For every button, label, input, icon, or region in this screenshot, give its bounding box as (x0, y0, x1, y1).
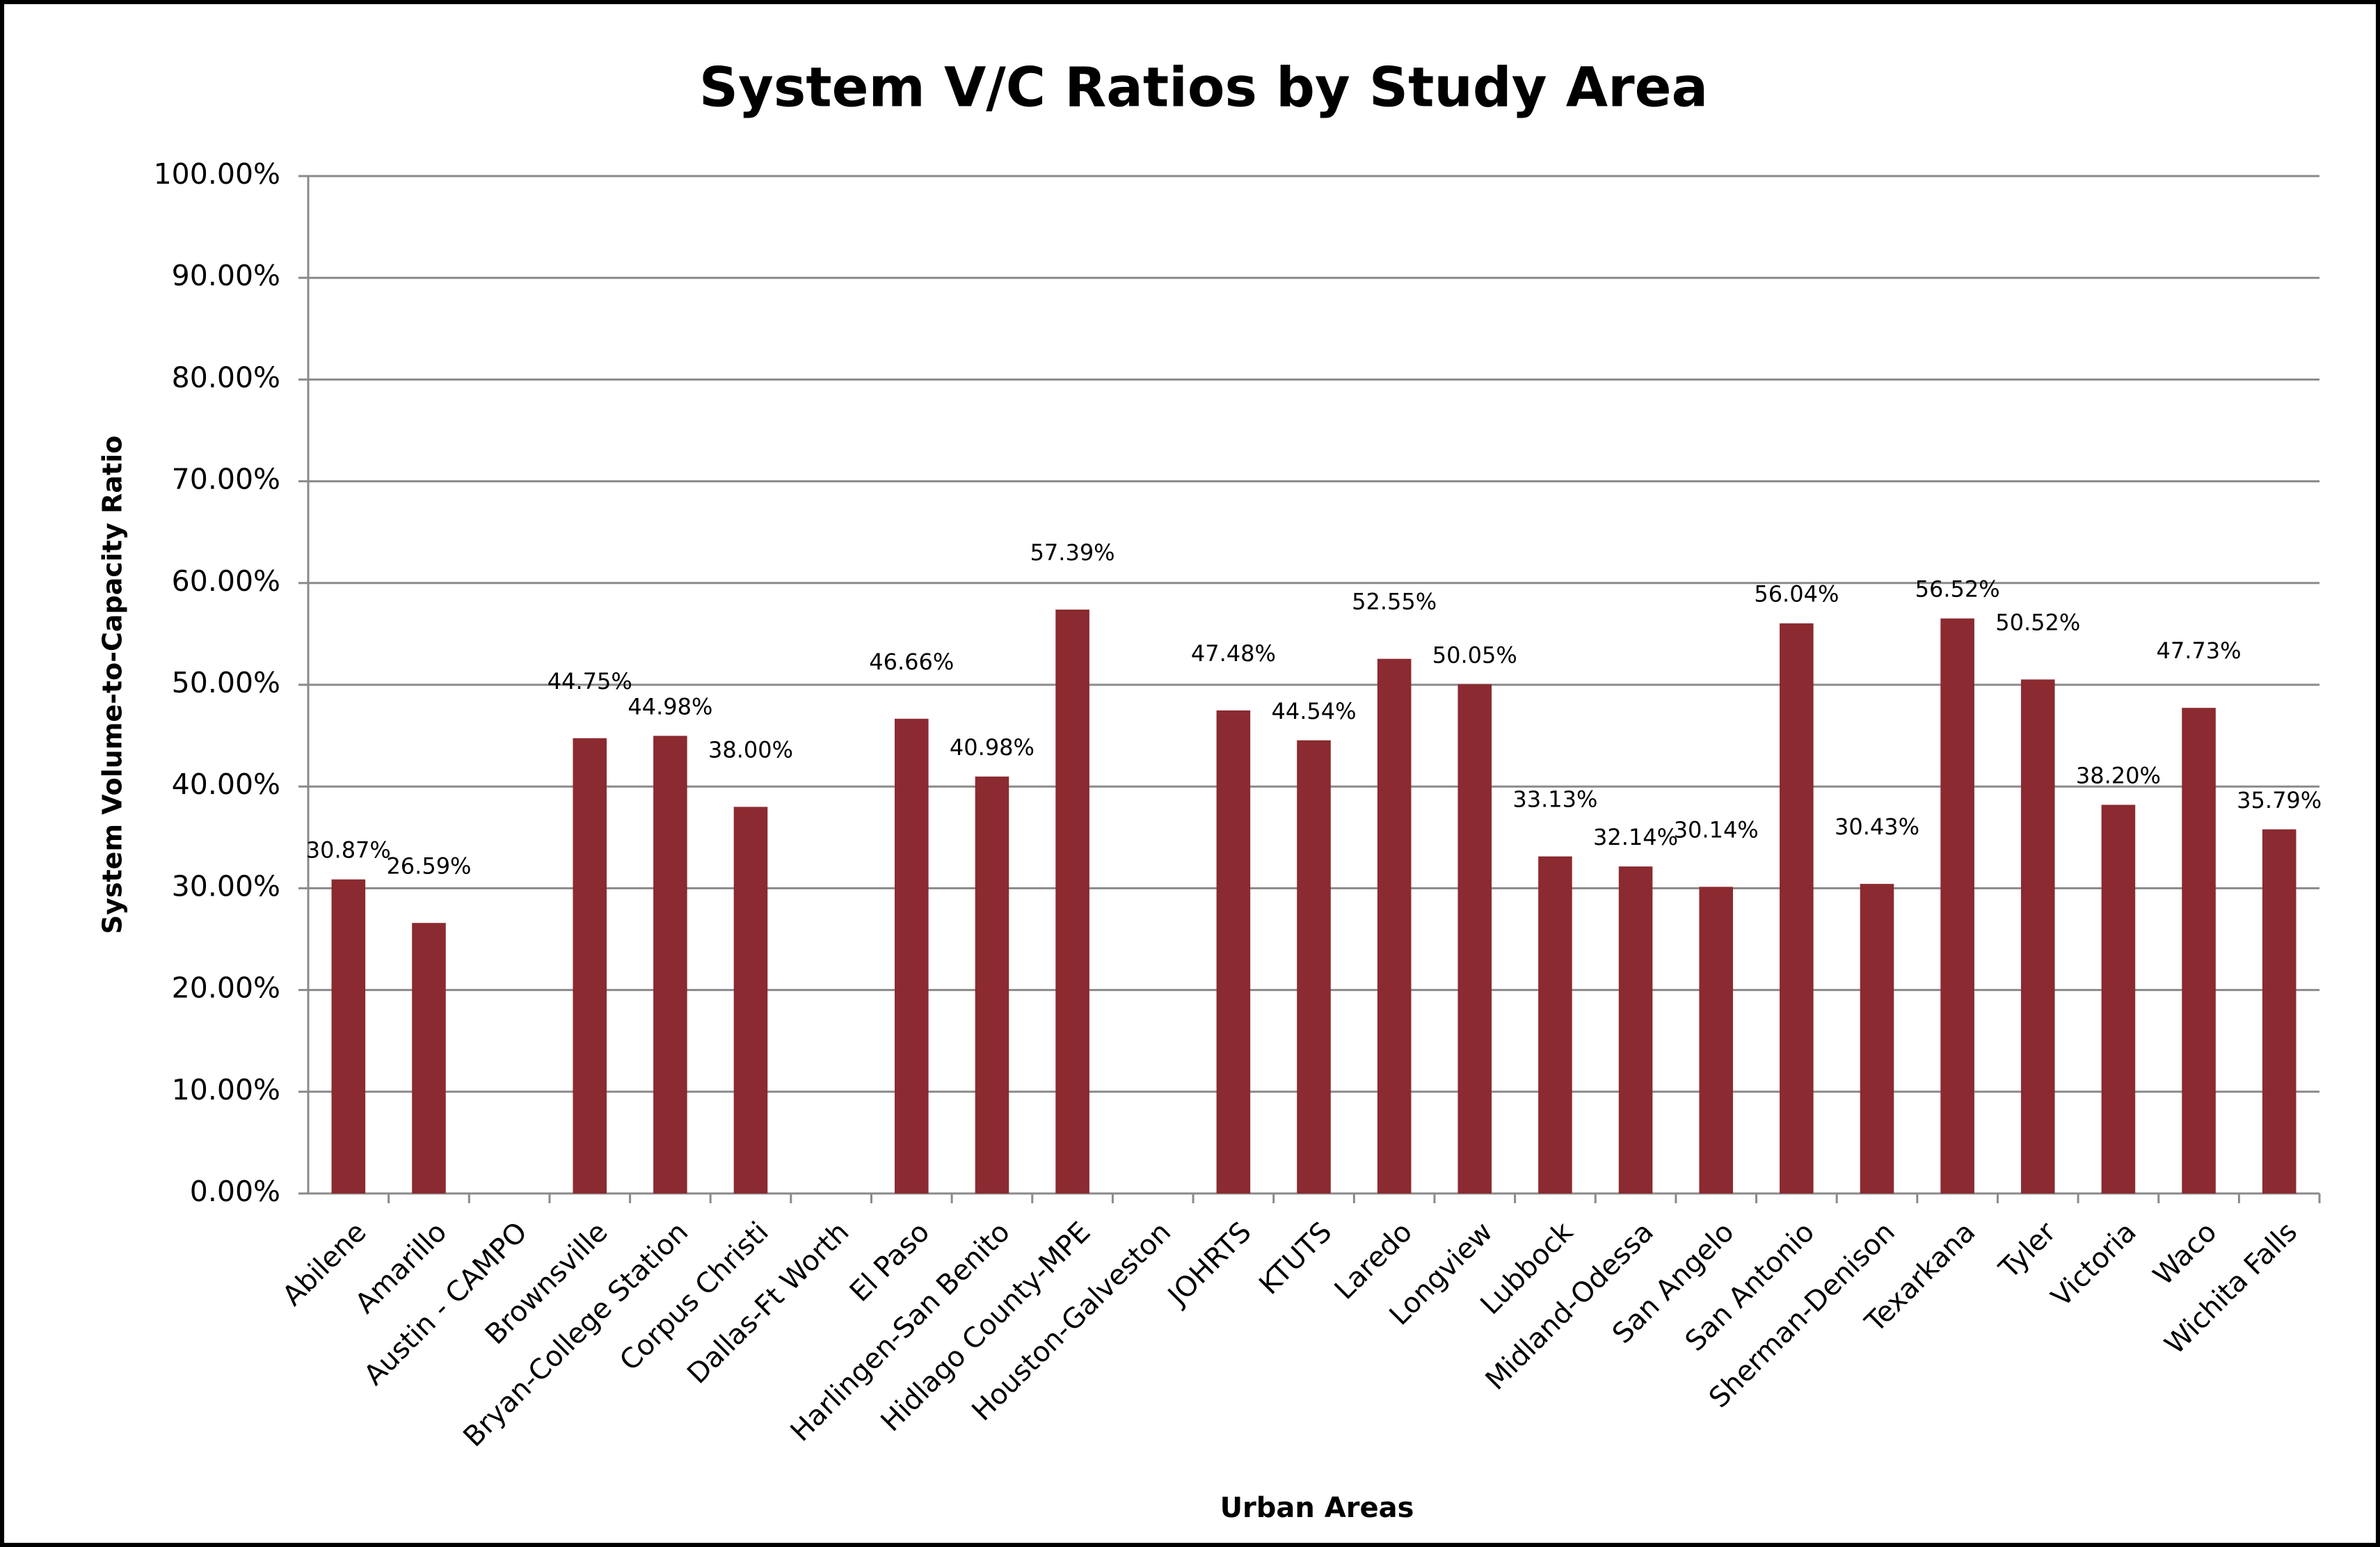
data-label: 32.14% (1593, 824, 1678, 850)
data-label: 38.20% (2076, 763, 2161, 789)
chart-title: System V/C Ratios by Study Area (699, 56, 1708, 119)
bar (895, 718, 929, 1193)
bar (1538, 856, 1572, 1193)
bar (653, 736, 687, 1193)
data-label: 50.52% (1995, 609, 2080, 635)
bar (975, 776, 1009, 1193)
y-axis-label: System Volume-to-Capacity Ratio (97, 436, 128, 935)
bar (1699, 887, 1733, 1193)
bar (2101, 804, 2136, 1193)
data-label: 46.66% (869, 649, 954, 675)
y-tick-label: 50.00% (172, 666, 280, 699)
data-label: 35.79% (2237, 787, 2322, 814)
data-label: 50.05% (1432, 642, 1517, 668)
data-label: 30.43% (1835, 814, 1919, 840)
data-label: 38.00% (708, 736, 793, 763)
data-label: 44.54% (1271, 698, 1356, 724)
data-label: 26.59% (386, 852, 471, 879)
y-tick-label: 100.00% (154, 157, 280, 191)
y-tick-label: 80.00% (172, 360, 280, 394)
data-label: 44.98% (628, 693, 712, 720)
data-label: 44.75% (548, 668, 632, 695)
y-tick-label: 70.00% (172, 463, 280, 496)
bar (1940, 618, 1974, 1193)
bar (733, 807, 768, 1193)
y-tick-label: 60.00% (172, 564, 280, 598)
data-label: 56.52% (1915, 576, 2000, 603)
bar (573, 738, 607, 1193)
bar (2262, 829, 2297, 1193)
bar (1055, 609, 1089, 1193)
y-tick-label: 10.00% (172, 1073, 280, 1106)
data-label: 30.87% (306, 837, 391, 864)
bar (1618, 866, 1653, 1193)
bar (331, 879, 366, 1193)
bar (1216, 710, 1251, 1193)
data-label: 47.48% (1191, 640, 1276, 667)
data-label: 47.73% (2157, 637, 2242, 664)
data-label: 33.13% (1512, 786, 1597, 813)
y-tick-label: 90.00% (172, 259, 280, 292)
x-axis-label: Urban Areas (1220, 1492, 1414, 1524)
bar (1860, 884, 1894, 1193)
bar (412, 923, 446, 1193)
data-label: 30.14% (1674, 816, 1759, 843)
data-label: 52.55% (1352, 589, 1437, 615)
bar (1457, 684, 1492, 1193)
data-label: 57.39% (1030, 539, 1115, 566)
y-tick-label: 30.00% (172, 869, 280, 903)
y-tick-label: 0.00% (190, 1175, 280, 1208)
bar (1780, 623, 1814, 1193)
bar (2020, 679, 2055, 1193)
bar (2182, 708, 2216, 1193)
bar (1297, 740, 1331, 1193)
bar (1377, 658, 1412, 1193)
y-tick-label: 20.00% (172, 971, 280, 1005)
y-tick-label: 40.00% (172, 768, 280, 801)
data-label: 56.04% (1754, 581, 1839, 608)
data-label: 40.98% (950, 734, 1035, 761)
